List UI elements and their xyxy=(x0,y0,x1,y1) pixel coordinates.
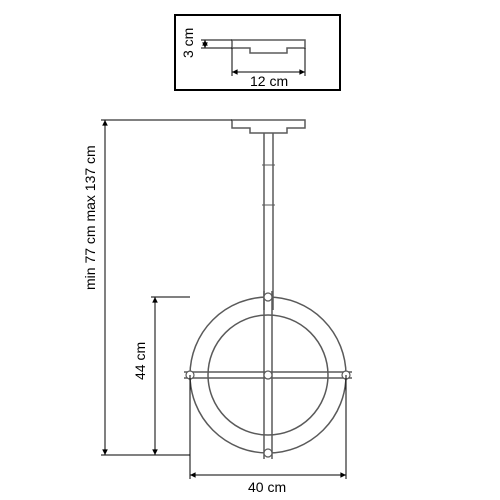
dim-width-label: 40 cm xyxy=(248,479,286,495)
dim-inset-width-label: 12 cm xyxy=(250,73,288,89)
dim-inset-height-label: 3 cm xyxy=(180,28,196,58)
dim-total-height-label: min 77 cm max 137 cm xyxy=(82,145,98,290)
technical-drawing: 12 cm 3 cm min 77 cm max 137 cm 44 cm 40 cm xyxy=(0,0,500,500)
dim-body-height-label: 44 cm xyxy=(132,342,148,380)
ceiling-mount xyxy=(232,120,305,133)
inset-mount xyxy=(232,40,305,53)
